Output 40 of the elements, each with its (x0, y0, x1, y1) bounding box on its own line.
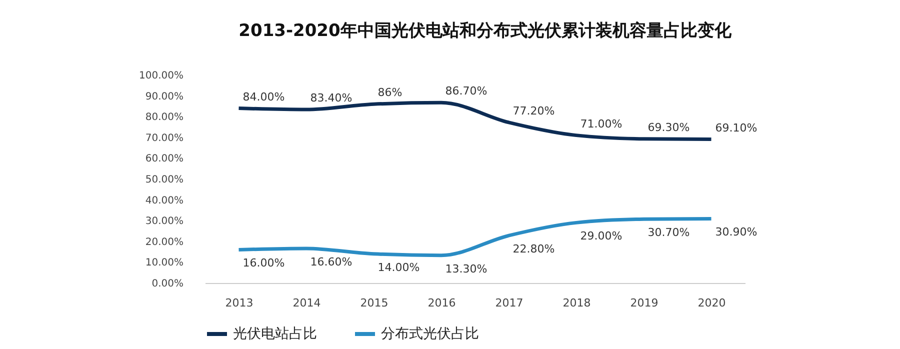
data-label: 14.00% (378, 260, 420, 274)
data-label: 77.20% (512, 104, 555, 118)
data-label: 30.90% (715, 226, 758, 239)
y-tick-label: 90.00% (145, 91, 184, 102)
x-tick-label: 2017 (495, 296, 524, 310)
data-label: 84.00% (242, 90, 285, 104)
legend-label: 光伏电站占比 (233, 326, 317, 342)
data-label: 16.60% (310, 255, 352, 268)
y-tick-label: 80.00% (145, 112, 184, 124)
y-tick-label: 100.00% (139, 70, 184, 82)
data-label: 83.40% (310, 92, 352, 105)
x-tick-label: 2013 (225, 296, 254, 310)
data-label: 30.70% (648, 226, 690, 240)
data-label: 86% (378, 86, 402, 100)
data-label: 86.70% (445, 84, 488, 98)
y-tick-label: 10.00% (145, 258, 184, 269)
y-tick-label: 60.00% (145, 154, 184, 165)
x-tick-label: 2019 (630, 296, 658, 310)
x-tick-label: 2015 (360, 296, 388, 310)
legend-label: 分布式光伏占比 (381, 326, 479, 342)
y-tick-label: 20.00% (145, 236, 184, 248)
x-tick-label: 2016 (428, 296, 456, 310)
y-tick-label: 0.00% (152, 278, 184, 290)
data-label: 22.80% (512, 242, 555, 256)
data-label: 69.30% (648, 120, 690, 134)
x-tick-label: 2014 (292, 296, 321, 310)
y-tick-label: 50.00% (145, 174, 184, 186)
data-label: 69.10% (715, 121, 758, 134)
y-tick-label: 30.00% (145, 216, 184, 228)
data-label: 29.00% (580, 230, 622, 243)
x-tick-label: 2020 (698, 296, 726, 310)
data-label: 71.00% (580, 117, 622, 130)
line-series (237, 216, 713, 258)
data-label: 16.00% (242, 256, 285, 270)
chart-title: 2013-2020年中国光伏电站和分布式光伏累计装机容量占比变化 (238, 21, 732, 41)
y-tick-label: 40.00% (145, 195, 184, 206)
y-tick-label: 70.00% (145, 132, 184, 144)
data-label: 13.30% (445, 262, 488, 276)
line-series (237, 100, 713, 142)
x-tick-label: 2018 (562, 296, 591, 310)
